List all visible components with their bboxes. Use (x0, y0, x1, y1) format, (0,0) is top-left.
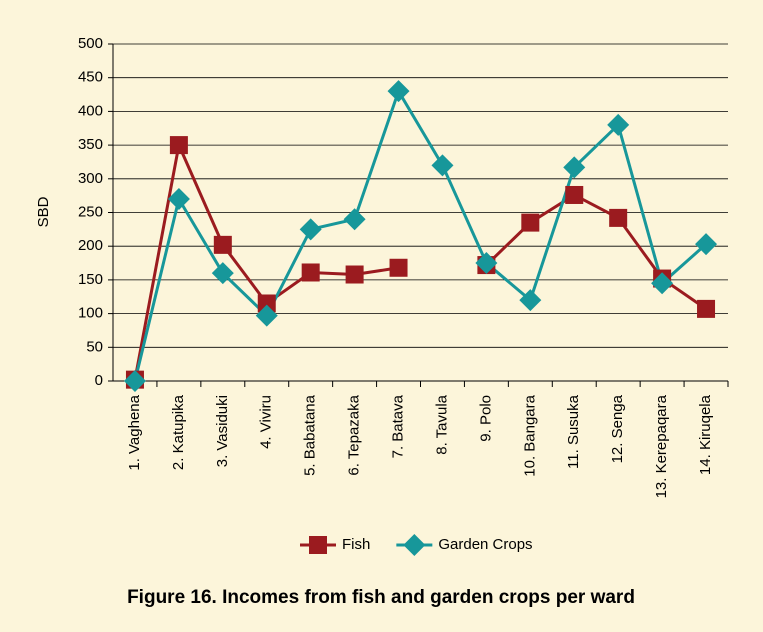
point (169, 136, 188, 155)
x-tick-label: 11. Susuka (565, 394, 582, 469)
x-tick-label: 1. Vaghena (126, 394, 143, 470)
x-tick-label: 13. Kerepaqara (653, 394, 670, 498)
point (475, 252, 498, 275)
y-tick-label: 0 (95, 372, 103, 389)
y-tick-label: 250 (78, 203, 103, 220)
point (431, 154, 454, 177)
point (565, 185, 584, 204)
point (255, 304, 278, 327)
x-tick-label: 3. Vasiduki (214, 395, 231, 467)
y-axis-label: SBD (35, 196, 52, 227)
point (123, 370, 146, 392)
point (211, 262, 234, 285)
point (607, 113, 630, 136)
y-tick-label: 500 (78, 35, 103, 52)
chart-title: Figure 16. Incomes from fish and garden … (127, 587, 635, 608)
point (651, 272, 674, 295)
y-tick-label: 300 (78, 170, 103, 187)
y-tick-label: 200 (78, 237, 103, 254)
point (695, 233, 718, 256)
x-tick-label: 14. Kiruqela (697, 394, 714, 475)
x-tick-label: 6. Tepazaka (346, 394, 363, 475)
y-tick-label: 450 (78, 69, 103, 86)
point (563, 156, 586, 179)
point (387, 80, 410, 103)
x-tick-label: 12. Senga (609, 394, 626, 463)
x-tick-label: 2. Katupika (170, 394, 187, 470)
y-tick-label: 50 (86, 338, 103, 355)
y-tick-label: 150 (78, 271, 103, 288)
legend-marker (403, 534, 426, 556)
point (301, 263, 320, 282)
x-tick-label: 9. Polo (477, 395, 494, 442)
point (697, 299, 716, 318)
point (345, 265, 364, 284)
y-tick-label: 100 (78, 305, 103, 322)
legend-label: Fish (342, 536, 370, 553)
point (389, 258, 408, 277)
legend-marker (309, 536, 327, 554)
y-tick-label: 400 (78, 102, 103, 119)
x-tick-label: 8. Tavula (433, 394, 450, 454)
point (343, 208, 366, 231)
point (213, 235, 232, 254)
x-tick-label: 5. Babatana (302, 394, 319, 476)
x-tick-label: 10. Bangara (521, 394, 538, 476)
y-tick-label: 350 (78, 136, 103, 153)
point (609, 208, 628, 227)
legend-label: Garden Crops (438, 536, 532, 553)
line (133, 87, 708, 382)
x-tick-label: 4. Viviru (258, 395, 275, 449)
point (519, 289, 542, 312)
point (299, 218, 322, 241)
point (521, 213, 540, 232)
point (257, 294, 276, 313)
x-tick-label: 7. Batava (390, 394, 407, 458)
point (167, 188, 190, 211)
